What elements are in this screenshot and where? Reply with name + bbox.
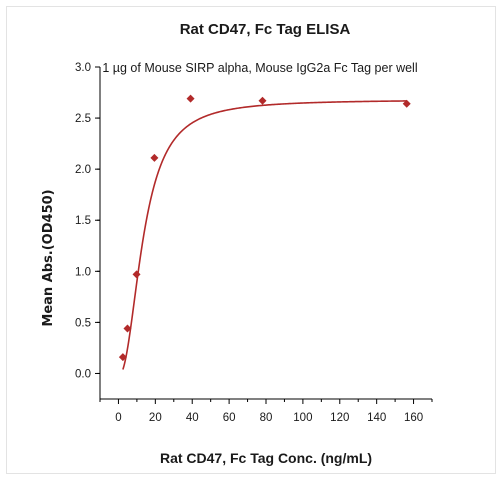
data-point bbox=[186, 94, 195, 103]
y-axis-label: Mean Abs.(OD450) bbox=[41, 189, 56, 326]
chart-title: Rat CD47, Fc Tag ELISA bbox=[180, 21, 351, 38]
y-tick-label: 0.0 bbox=[75, 368, 91, 380]
data-point bbox=[132, 270, 141, 279]
data-point bbox=[118, 353, 127, 362]
x-tick-label: 160 bbox=[404, 412, 423, 424]
y-tick-label: 0.5 bbox=[75, 317, 91, 329]
x-tick-label: 100 bbox=[293, 412, 312, 424]
y-tick-label: 1.5 bbox=[75, 215, 91, 227]
fit-curve bbox=[122, 100, 407, 370]
y-tick-label: 2.5 bbox=[75, 113, 91, 125]
y-tick-label: 2.0 bbox=[75, 164, 91, 176]
tick-labels: 0.0 0.5 1.0 1.5 2.0 2.5 3.0 0 20 40 60 80 100 120 140 1… bbox=[75, 62, 423, 424]
x-tick-label: 40 bbox=[186, 412, 199, 424]
data-point bbox=[150, 153, 159, 162]
axes bbox=[95, 66, 433, 404]
y-tick-label: 1.0 bbox=[75, 266, 91, 278]
x-axis-label: Rat CD47, Fc Tag Conc. (ng/mL) bbox=[160, 450, 372, 466]
data-points bbox=[118, 94, 411, 362]
data-point bbox=[258, 96, 267, 105]
x-tick-label: 20 bbox=[149, 412, 162, 424]
x-tick-label: 0 bbox=[115, 412, 121, 424]
data-point bbox=[402, 99, 411, 108]
x-tick-label: 80 bbox=[260, 412, 273, 424]
x-tick-label: 60 bbox=[223, 412, 236, 424]
chart-frame bbox=[6, 6, 496, 474]
x-tick-label: 120 bbox=[330, 412, 349, 424]
data-point bbox=[123, 324, 132, 333]
x-tick-label: 140 bbox=[367, 412, 386, 424]
y-tick-label: 3.0 bbox=[75, 62, 91, 74]
chart-subtitle: 1 µg of Mouse SIRP alpha, Mouse IgG2a Fc… bbox=[102, 61, 417, 75]
